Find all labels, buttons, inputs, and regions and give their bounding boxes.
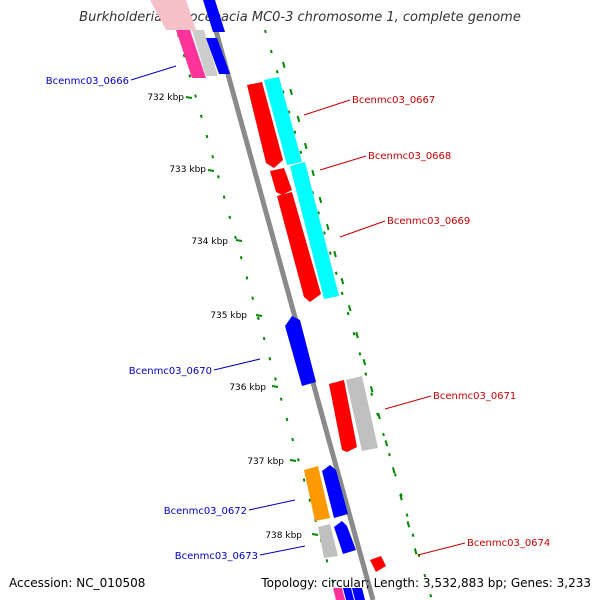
tick-mark bbox=[289, 459, 297, 462]
cog-0667 bbox=[264, 77, 302, 165]
gene-cds-0667 bbox=[247, 82, 283, 168]
tick-mark bbox=[185, 96, 193, 99]
gene-leader-line bbox=[339, 220, 386, 238]
top-partial-features bbox=[150, 0, 230, 78]
tick-label: 735 kbp bbox=[210, 311, 247, 321]
tick-mark bbox=[255, 314, 263, 317]
gene-leader-line bbox=[130, 65, 177, 81]
gene-label[interactable]: Bcenmc03_0673 bbox=[175, 551, 258, 562]
tick-mark bbox=[207, 169, 215, 172]
tick-label: 737 kbp bbox=[247, 457, 284, 467]
cog-0673 bbox=[318, 524, 338, 558]
gene-cds-0668 bbox=[270, 168, 292, 195]
gene-leader-line bbox=[319, 155, 367, 171]
gene-leader-line bbox=[417, 542, 466, 556]
gene-leader-line bbox=[248, 499, 296, 511]
genome-summary: Topology: circular; Length: 3,532,883 bp… bbox=[261, 576, 591, 590]
gene-cds-0670 bbox=[285, 316, 316, 386]
gene-label[interactable]: Bcenmc03_0669 bbox=[387, 216, 470, 227]
gene-leader-line bbox=[303, 99, 351, 116]
tick-mark bbox=[311, 533, 319, 536]
gene-leader-line bbox=[259, 545, 306, 556]
gene-label[interactable]: Bcenmc03_0668 bbox=[368, 151, 451, 162]
tick-rings bbox=[177, 29, 433, 600]
gene-label[interactable]: Bcenmc03_0667 bbox=[352, 95, 435, 106]
tick-mark bbox=[235, 239, 243, 242]
gene-leader-line bbox=[213, 358, 261, 371]
tick-ring-1 bbox=[177, 33, 339, 600]
tick-mark bbox=[271, 385, 279, 388]
accession-label: Accession: NC_010508 bbox=[9, 576, 146, 590]
forward-features bbox=[247, 77, 386, 572]
cog-0672 bbox=[304, 466, 330, 521]
gene-leader-line bbox=[384, 395, 432, 410]
tick-ring-3 bbox=[282, 61, 419, 561]
tick-labels: 732 kbp 733 kbp 734 kbp 735 kbp 736 kbp 737 k… bbox=[147, 93, 319, 541]
gene-label[interactable]: Bcenmc03_0674 bbox=[467, 538, 550, 549]
tick-label: 734 kbp bbox=[191, 237, 228, 247]
gene-labels: Bcenmc03_0666 Bcenmc03_0667 Bcenmc03_0668 B… bbox=[46, 65, 550, 562]
gene-cds-0674 bbox=[370, 556, 386, 572]
gene-cds-0672 bbox=[322, 465, 348, 518]
gene-label[interactable]: Bcenmc03_0672 bbox=[164, 506, 247, 517]
gene-cds-0673 bbox=[334, 521, 356, 554]
tick-label: 736 kbp bbox=[229, 383, 266, 393]
gene-label[interactable]: Bcenmc03_0671 bbox=[433, 391, 516, 402]
bottom-partial-features bbox=[333, 588, 365, 600]
tick-label: 732 kbp bbox=[147, 93, 184, 103]
gene-label[interactable]: Bcenmc03_0666 bbox=[46, 76, 129, 87]
cog-0669 bbox=[290, 162, 339, 299]
cog-0671 bbox=[346, 376, 378, 451]
tick-label: 738 kbp bbox=[265, 531, 302, 541]
reverse-features bbox=[285, 316, 356, 558]
backbone bbox=[210, 19, 376, 600]
tick-ring-2 bbox=[264, 29, 433, 600]
gene-cds-0671 bbox=[329, 380, 357, 452]
tick-label: 733 kbp bbox=[169, 165, 206, 175]
gene-label[interactable]: Bcenmc03_0670 bbox=[129, 366, 212, 377]
gene-cds-0669 bbox=[277, 192, 321, 302]
